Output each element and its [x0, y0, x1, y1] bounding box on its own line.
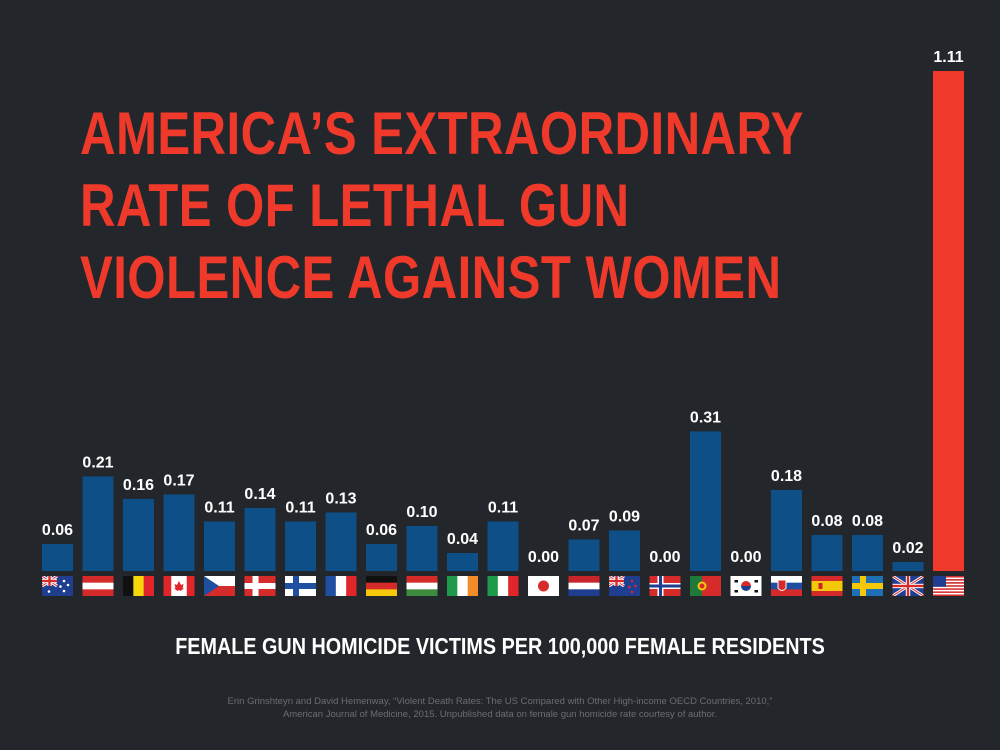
- value-label-denmark: 0.14: [244, 486, 275, 503]
- value-label-ireland: 0.04: [447, 531, 478, 548]
- bar-spain: [811, 534, 843, 571]
- bar-united-kingdom: [892, 561, 924, 571]
- bar-canada: [163, 494, 195, 571]
- flag-belgium-icon: [123, 576, 154, 596]
- flag-denmark-icon: [244, 576, 276, 596]
- flag-spain-icon: [811, 576, 843, 596]
- bar-netherlands: [568, 539, 600, 571]
- value-label-austria: 0.21: [82, 454, 113, 471]
- value-label-slovakia: 0.18: [771, 468, 802, 485]
- value-label-united-states: 1.11: [933, 49, 963, 66]
- flag-usa-icon: [933, 576, 964, 596]
- flag-japan-icon: [528, 576, 559, 596]
- x-axis-label: FEMALE GUN HOMICIDE VICTIMS PER 100,000 …: [175, 633, 825, 659]
- value-label-czech-republic: 0.11: [204, 499, 234, 516]
- bar-austria: [82, 476, 114, 571]
- value-label-norway: 0.00: [649, 549, 680, 566]
- bar-belgium: [123, 498, 154, 571]
- value-label-canada: 0.17: [163, 472, 194, 489]
- value-label-portugal: 0.31: [690, 409, 721, 426]
- chart-title: AMERICA’S EXTRAORDINARY RATE OF LETHAL G…: [80, 98, 804, 314]
- bar-australia: [42, 543, 73, 571]
- value-label-belgium: 0.16: [123, 477, 154, 494]
- bar-czech-republic: [204, 521, 235, 571]
- flag-italy-icon: [487, 576, 519, 596]
- value-label-united-kingdom: 0.02: [892, 540, 923, 557]
- bar-slovakia: [771, 489, 802, 571]
- value-label-sweden: 0.08: [852, 513, 883, 530]
- flag-south-korea-icon: [730, 576, 762, 596]
- chart-title-line-3: VIOLENCE AGAINST WOMEN: [80, 244, 782, 311]
- bar-new-zealand: [609, 530, 640, 571]
- source-line-1: Erin Grinshteyn and David Hemenway, “Vio…: [227, 696, 773, 707]
- bar-portugal: [690, 431, 721, 571]
- flag-france-icon: [325, 576, 357, 596]
- bar-italy: [487, 521, 519, 571]
- flag-australia-icon: [42, 576, 73, 596]
- flag-germany-icon: [366, 576, 397, 596]
- value-label-spain: 0.08: [811, 513, 842, 530]
- flag-finland-icon: [285, 576, 316, 596]
- flag-sweden-icon: [852, 576, 883, 596]
- flag-austria-icon: [82, 576, 114, 596]
- flag-new-zealand-icon: [609, 576, 640, 596]
- value-label-germany: 0.06: [366, 522, 397, 539]
- value-label-italy: 0.11: [488, 499, 518, 516]
- bar-sweden: [852, 534, 883, 571]
- value-label-new-zealand: 0.09: [609, 508, 640, 525]
- flag-uk-icon: [892, 576, 924, 596]
- source-citation: Erin Grinshteyn and David Hemenway, “Vio…: [0, 695, 1000, 721]
- bar-united-states: [933, 71, 964, 571]
- value-label-france: 0.13: [325, 490, 356, 507]
- flag-portugal-icon: [690, 576, 721, 596]
- bar-france: [325, 512, 357, 571]
- flag-czech-icon: [204, 576, 235, 596]
- flag-slovakia-icon: [771, 576, 802, 596]
- value-label-finland: 0.11: [285, 499, 315, 516]
- flag-canada-icon: [163, 576, 195, 596]
- flag-ireland-icon: [447, 576, 478, 596]
- flag-norway-icon: [649, 576, 681, 596]
- value-label-australia: 0.06: [42, 522, 73, 539]
- value-label-japan: 0.00: [528, 549, 559, 566]
- bar-hungary: [406, 525, 438, 571]
- value-label-south-korea: 0.00: [730, 549, 761, 566]
- flag-netherlands-icon: [568, 576, 600, 596]
- bar-finland: [285, 521, 316, 571]
- flag-hungary-icon: [406, 576, 438, 596]
- bar-germany: [366, 543, 397, 571]
- value-label-hungary: 0.10: [406, 504, 437, 521]
- bar-denmark: [244, 507, 276, 571]
- source-line-2: American Journal of Medicine, 2015. Unpu…: [282, 709, 718, 720]
- chart-title-line-1: AMERICA’S EXTRAORDINARY: [80, 100, 804, 167]
- bar-ireland: [447, 552, 478, 571]
- chart-title-line-2: RATE OF LETHAL GUN: [80, 172, 630, 239]
- value-label-netherlands: 0.07: [568, 517, 599, 534]
